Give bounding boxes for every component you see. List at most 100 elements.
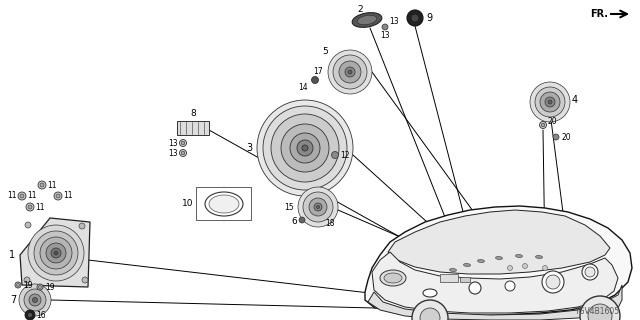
Text: 18: 18 <box>325 220 335 228</box>
Ellipse shape <box>357 15 377 25</box>
Circle shape <box>541 123 545 127</box>
Circle shape <box>181 151 185 155</box>
Text: FR.: FR. <box>590 9 608 19</box>
Ellipse shape <box>463 263 470 267</box>
Circle shape <box>298 187 338 227</box>
Circle shape <box>26 203 34 211</box>
Ellipse shape <box>205 192 243 216</box>
Circle shape <box>257 100 353 196</box>
Circle shape <box>38 285 42 289</box>
Text: 2: 2 <box>357 4 363 13</box>
Circle shape <box>312 76 319 84</box>
Text: 11: 11 <box>27 191 36 201</box>
Text: 11: 11 <box>35 203 45 212</box>
Text: 4: 4 <box>572 95 578 105</box>
Text: 20: 20 <box>561 132 571 141</box>
Circle shape <box>271 114 339 182</box>
Text: 15: 15 <box>284 203 294 212</box>
Ellipse shape <box>477 260 484 262</box>
Ellipse shape <box>384 273 402 283</box>
Circle shape <box>339 61 361 83</box>
Circle shape <box>38 181 46 189</box>
Text: 19: 19 <box>23 281 33 290</box>
Circle shape <box>24 289 46 311</box>
Circle shape <box>40 237 72 269</box>
Ellipse shape <box>536 255 543 259</box>
Circle shape <box>540 122 547 129</box>
Circle shape <box>28 205 32 209</box>
Polygon shape <box>365 206 632 316</box>
Text: 11: 11 <box>47 180 56 189</box>
Ellipse shape <box>495 256 502 260</box>
Text: 13: 13 <box>168 148 178 157</box>
Circle shape <box>179 140 186 147</box>
Text: 20: 20 <box>548 116 557 125</box>
Circle shape <box>333 55 367 89</box>
Circle shape <box>548 100 552 104</box>
Circle shape <box>24 277 30 283</box>
Circle shape <box>20 194 24 198</box>
Circle shape <box>28 225 84 281</box>
Text: 10: 10 <box>182 199 193 209</box>
Circle shape <box>17 284 19 286</box>
Circle shape <box>412 300 448 320</box>
Circle shape <box>382 24 388 30</box>
Circle shape <box>33 298 38 302</box>
Circle shape <box>332 151 339 158</box>
Circle shape <box>411 14 419 22</box>
Text: 11: 11 <box>63 191 72 201</box>
Circle shape <box>28 313 33 317</box>
Polygon shape <box>20 218 90 287</box>
Circle shape <box>19 284 51 316</box>
Circle shape <box>585 267 595 277</box>
Circle shape <box>54 192 62 200</box>
Text: 16: 16 <box>36 310 45 319</box>
Circle shape <box>522 263 527 268</box>
Circle shape <box>51 248 61 258</box>
Text: 14: 14 <box>298 83 308 92</box>
Circle shape <box>348 70 352 74</box>
Text: 12: 12 <box>340 150 349 159</box>
Ellipse shape <box>449 268 456 272</box>
Circle shape <box>543 266 547 270</box>
Circle shape <box>179 149 186 156</box>
Circle shape <box>46 243 66 263</box>
Circle shape <box>535 87 565 117</box>
Circle shape <box>505 281 515 291</box>
Circle shape <box>299 217 305 223</box>
Ellipse shape <box>352 12 382 28</box>
Circle shape <box>328 50 372 94</box>
Circle shape <box>407 10 423 26</box>
Circle shape <box>508 266 513 270</box>
Circle shape <box>582 264 598 280</box>
Circle shape <box>553 134 559 140</box>
Text: 13: 13 <box>380 31 390 41</box>
Text: 7: 7 <box>10 295 16 305</box>
Text: 11: 11 <box>8 191 17 201</box>
Circle shape <box>309 198 327 216</box>
Circle shape <box>281 124 329 172</box>
Text: 13: 13 <box>168 139 178 148</box>
Circle shape <box>540 92 560 112</box>
Circle shape <box>25 222 31 228</box>
Circle shape <box>54 251 58 255</box>
Circle shape <box>345 67 355 77</box>
Circle shape <box>15 282 21 288</box>
Polygon shape <box>372 252 618 313</box>
Circle shape <box>40 183 44 187</box>
Circle shape <box>314 203 322 211</box>
Text: 13: 13 <box>389 18 399 27</box>
Ellipse shape <box>380 270 406 286</box>
Circle shape <box>37 284 43 290</box>
Circle shape <box>469 282 481 294</box>
Text: 9: 9 <box>426 13 432 23</box>
Circle shape <box>546 275 560 289</box>
Ellipse shape <box>515 254 522 258</box>
Circle shape <box>56 194 60 198</box>
Circle shape <box>18 192 26 200</box>
Circle shape <box>530 82 570 122</box>
Polygon shape <box>368 285 622 320</box>
Text: 8: 8 <box>190 109 196 118</box>
Polygon shape <box>388 210 610 274</box>
Circle shape <box>545 97 555 107</box>
